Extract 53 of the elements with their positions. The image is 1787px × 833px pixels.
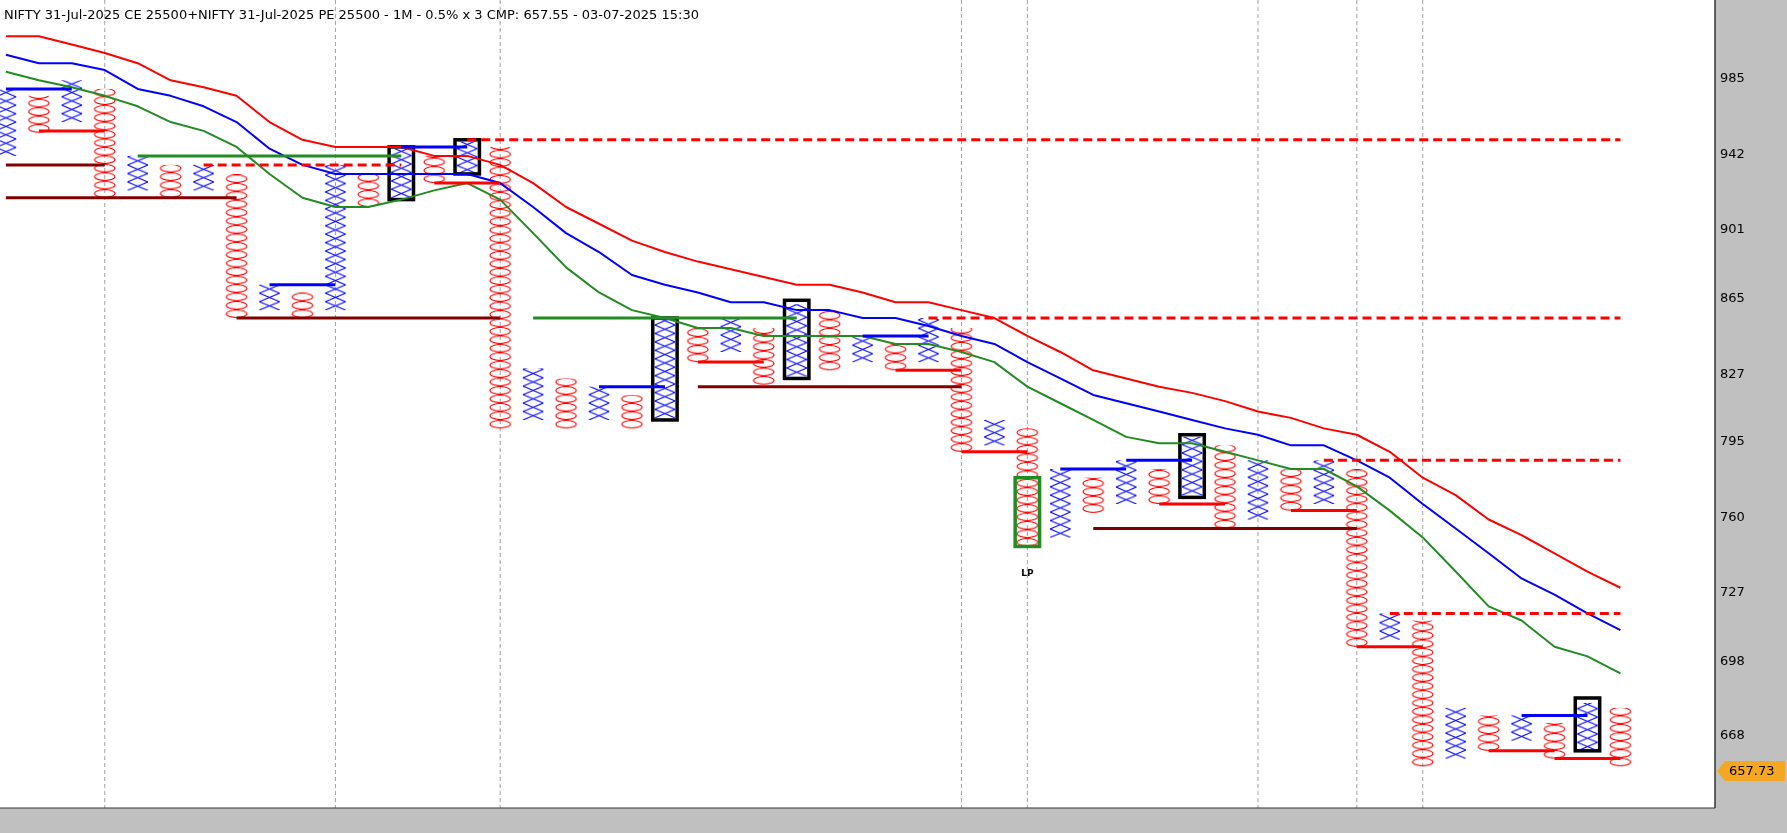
bar xyxy=(1378,613,1401,640)
bar xyxy=(1510,715,1533,741)
y-tick-label: 668 xyxy=(1720,727,1745,743)
bar xyxy=(192,164,215,191)
bar xyxy=(521,368,545,420)
bar xyxy=(93,88,116,198)
bar xyxy=(752,327,775,385)
bar xyxy=(126,155,149,191)
bar xyxy=(983,419,1006,446)
bar xyxy=(950,327,973,452)
bar xyxy=(851,335,874,363)
y-tick-label: 795 xyxy=(1720,432,1745,448)
bar xyxy=(1345,469,1369,647)
bar xyxy=(60,80,84,123)
bar xyxy=(686,327,710,363)
y-tick-label: 827 xyxy=(1720,365,1745,381)
bar xyxy=(324,164,347,311)
bar xyxy=(1411,620,1434,767)
bar xyxy=(27,95,51,133)
data-label: LP xyxy=(1021,568,1034,579)
bar xyxy=(884,343,907,371)
bar xyxy=(1049,469,1072,538)
bar xyxy=(620,394,644,429)
bar xyxy=(1213,445,1237,529)
bar xyxy=(554,378,578,429)
price-tag: 657.73 xyxy=(1717,761,1785,781)
bar xyxy=(225,173,248,319)
bar xyxy=(1016,428,1039,547)
y-tick-label: 901 xyxy=(1720,220,1745,236)
bar xyxy=(488,146,512,429)
text: NIFTY 31-Jul-2025 CE 25500+NIFTY 31-Jul-2025 PE 25500 - 1M - 0.5% x 3 CMP: 657.55 - 03-07-2025 15:30 xyxy=(4,7,699,22)
bar xyxy=(587,386,611,420)
bar xyxy=(1543,722,1566,759)
bar xyxy=(818,310,841,371)
bar xyxy=(1147,469,1171,504)
bar xyxy=(159,164,182,198)
y-tick-label: 760 xyxy=(1720,508,1745,524)
bar xyxy=(357,173,380,207)
y-tick-label: 698 xyxy=(1720,652,1745,668)
y-tick-label: 942 xyxy=(1720,145,1745,161)
bar xyxy=(291,292,314,319)
y-tick-label: 985 xyxy=(1720,70,1745,86)
bar xyxy=(1609,707,1632,767)
bar xyxy=(1444,707,1467,759)
bar xyxy=(1477,715,1500,751)
y-tick-label: 865 xyxy=(1720,289,1745,305)
bar xyxy=(1312,460,1336,504)
bar xyxy=(1082,477,1105,513)
bar xyxy=(258,284,281,311)
bar xyxy=(1279,469,1303,511)
y-tick-label: 727 xyxy=(1720,583,1745,599)
bar xyxy=(1115,460,1138,504)
bar xyxy=(1246,460,1270,520)
